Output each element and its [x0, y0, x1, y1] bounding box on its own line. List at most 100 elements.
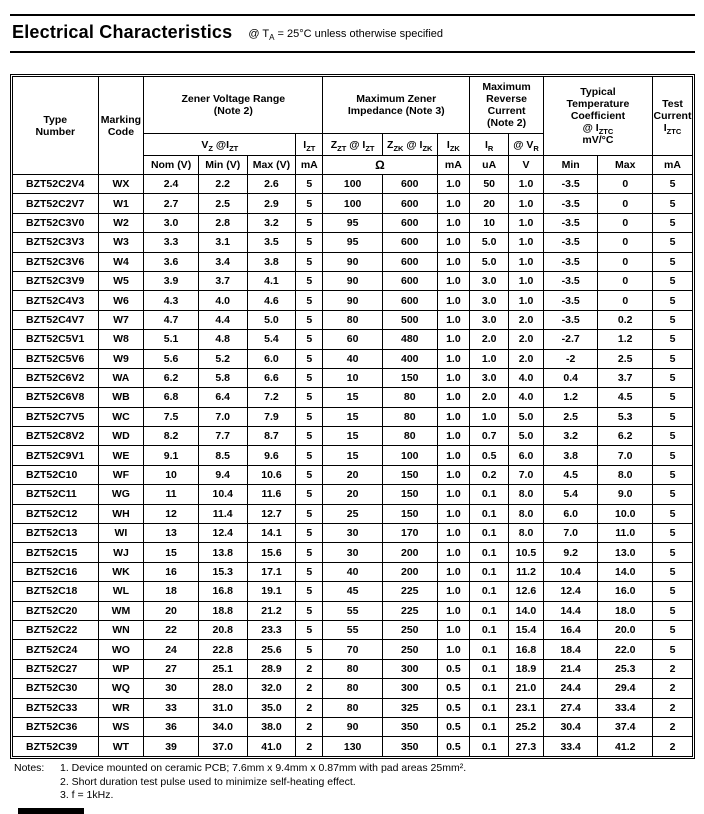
- value-cell: W3: [97, 232, 145, 253]
- value-cell: 5: [295, 367, 324, 389]
- value-cell: 5: [295, 503, 324, 525]
- type-number-cell: BZT52C7V5: [12, 406, 99, 428]
- value-cell: 6.6: [246, 367, 297, 389]
- value-cell: 25: [322, 503, 383, 525]
- value-cell: WK: [97, 561, 145, 583]
- symbol-header-vr: @ VR: [508, 133, 544, 156]
- value-cell: 6.8: [143, 387, 199, 408]
- value-cell: 0: [597, 173, 654, 195]
- value-cell: 20.8: [197, 619, 248, 641]
- value-cell: 0.2: [597, 309, 654, 331]
- value-cell: 100: [322, 173, 383, 195]
- value-cell: 4.0: [508, 387, 544, 408]
- type-number-cell: BZT52C18: [12, 581, 99, 602]
- value-cell: W2: [97, 212, 145, 234]
- value-cell: 25.1: [197, 658, 248, 680]
- value-cell: 5: [652, 406, 693, 428]
- value-cell: 1.0: [436, 309, 471, 331]
- value-cell: 1.0: [508, 232, 544, 253]
- value-cell: 0.5: [436, 678, 471, 699]
- value-cell: 5: [295, 406, 324, 428]
- value-cell: WB: [97, 387, 145, 408]
- value-cell: 30.4: [542, 716, 599, 738]
- value-cell: 1.0: [436, 561, 471, 583]
- type-number-cell: BZT52C2V4: [12, 173, 99, 195]
- value-cell: 7.0: [597, 445, 654, 466]
- value-cell: 29.4: [597, 678, 654, 699]
- value-cell: 30: [322, 542, 383, 563]
- value-cell: 225: [381, 581, 438, 602]
- value-cell: 33: [143, 697, 199, 718]
- characteristics-table-frame: Type Number Marking Code Zener Voltage R…: [10, 74, 695, 759]
- value-cell: 0.1: [469, 678, 510, 699]
- value-cell: 3.9: [143, 270, 199, 292]
- type-number-cell: BZT52C6V2: [12, 367, 99, 389]
- table-row: BZT52C18 WL 18 16.8 19.1 5 45 225 1.0 0.1 12.6 12.4…: [12, 581, 693, 602]
- value-cell: 15.6: [246, 542, 297, 563]
- value-cell: -3.5: [542, 309, 599, 331]
- value-cell: 4.8: [197, 329, 248, 350]
- value-cell: 2.5: [597, 348, 654, 369]
- value-cell: 1.2: [542, 387, 599, 408]
- value-cell: 1.0: [436, 484, 471, 505]
- value-cell: 12: [143, 503, 199, 525]
- value-cell: 8.5: [197, 445, 248, 466]
- value-cell: 0.1: [469, 561, 510, 583]
- value-cell: 60: [322, 329, 383, 350]
- value-cell: 5: [652, 503, 693, 525]
- value-cell: 15: [143, 542, 199, 563]
- value-cell: 15.3: [197, 561, 248, 583]
- value-cell: 150: [381, 367, 438, 389]
- value-cell: 1.0: [508, 290, 544, 311]
- value-cell: 7.0: [508, 464, 544, 486]
- value-cell: 80: [381, 387, 438, 408]
- note-line-1: 1. Device mounted on ceramic PCB; 7.6mm …: [60, 762, 467, 774]
- value-cell: 9.1: [143, 445, 199, 466]
- value-cell: 2: [295, 678, 324, 699]
- value-cell: 5: [295, 232, 324, 253]
- value-cell: 15: [322, 426, 383, 447]
- value-cell: 30: [143, 678, 199, 699]
- value-cell: 21.4: [542, 658, 599, 680]
- value-cell: 35.0: [246, 697, 297, 718]
- value-cell: 0.1: [469, 736, 510, 757]
- symbol-header-vz: VZ @IZT: [143, 133, 297, 156]
- value-cell: 1.0: [436, 193, 471, 214]
- value-cell: 80: [381, 406, 438, 428]
- value-cell: 15: [322, 445, 383, 466]
- group-header-max-zener-impedance: Maximum Zener Impedance (Note 3): [322, 76, 471, 134]
- value-cell: 5: [295, 426, 324, 447]
- value-cell: 3.0: [469, 270, 510, 292]
- value-cell: 0.5: [436, 716, 471, 738]
- table-row: BZT52C36 WS 36 34.0 38.0 2 90 350 0.5 0.1 25.2 30.4…: [12, 716, 693, 738]
- value-cell: 5: [295, 329, 324, 350]
- value-cell: 70: [322, 639, 383, 660]
- value-cell: 5.0: [246, 309, 297, 331]
- value-cell: 5: [652, 348, 693, 369]
- value-cell: 5: [295, 464, 324, 486]
- value-cell: 3.0: [469, 367, 510, 389]
- value-cell: WE: [97, 445, 145, 466]
- value-cell: 5: [295, 173, 324, 195]
- value-cell: 3.7: [597, 367, 654, 389]
- value-cell: 3.5: [246, 232, 297, 253]
- top-divider: [10, 14, 695, 16]
- value-cell: 5: [652, 523, 693, 544]
- value-cell: 1.0: [436, 445, 471, 466]
- value-cell: 22: [143, 619, 199, 641]
- value-cell: 2.0: [508, 309, 544, 331]
- value-cell: 3.0: [469, 309, 510, 331]
- type-number-cell: BZT52C3V3: [12, 232, 99, 253]
- value-cell: 5: [652, 309, 693, 331]
- conditions-text: = 25°C unless otherwise specified: [274, 28, 443, 40]
- value-cell: 4.1: [246, 270, 297, 292]
- value-cell: 5: [652, 561, 693, 583]
- value-cell: 1.0: [436, 619, 471, 641]
- value-cell: 3.2: [246, 212, 297, 234]
- value-cell: 6.0: [246, 348, 297, 369]
- value-cell: 2: [652, 658, 693, 680]
- value-cell: -3.5: [542, 290, 599, 311]
- value-cell: 6.0: [542, 503, 599, 525]
- value-cell: 7.0: [197, 406, 248, 428]
- value-cell: 11.4: [197, 503, 248, 525]
